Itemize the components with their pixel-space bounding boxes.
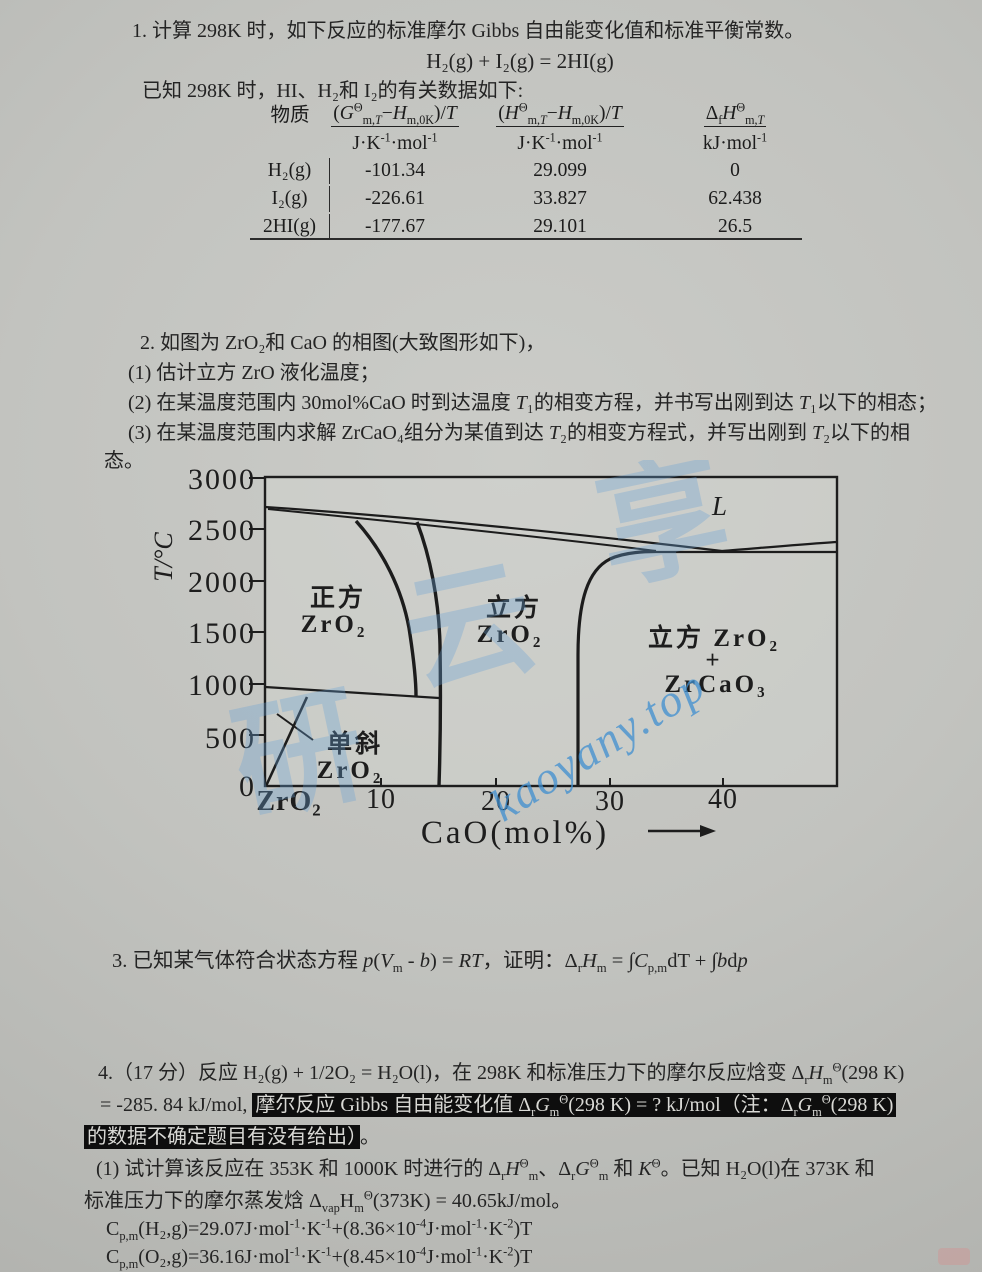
x-axis-ticks [380,778,724,786]
table-bottom-rule [250,238,802,240]
q4-prompt-line1: 4.（17 分）反应 H₂(g) + 1/2O₂ = H₂O(l)，在 298K… [98,1060,905,1087]
y-tick-1000: 1000 [188,669,256,702]
x-tick-20: 20 [481,786,511,817]
q1-reaction-equation: H₂(g) + I₂(g) = 2HI(g) [426,49,614,73]
x-tick-30: 30 [595,786,625,817]
q2-item-3: (3) 在某温度范围内求解 ZrCaO₄组分为某值到达 T₂的相变方程式，并写出… [128,422,911,444]
species-cell: H₂(g) [250,158,330,184]
q2-item-3-wrap: 态。 [104,450,144,472]
q1-prompt: 1. 计算 298K 时，如下反应的标准摩尔 Gibbs 自由能变化值和标准平衡… [132,20,805,42]
unit-col3: kJ·mol-1 [702,130,768,154]
tetragonal-boundary-left [354,519,418,697]
y-tick-500: 500 [205,722,256,755]
x-tick-10: 10 [366,784,396,815]
q4-cp-o2-equation: Cp,m(O₂,g)=36.16J·mol-1·K-1+(8.45×10-4J·… [106,1244,533,1271]
x-axis-arrow-icon [648,825,716,837]
slash-mark [276,713,314,741]
q4-cp-h2-equation: Cp,m(H₂,g)=29.07J·mol-1·K-1+(8.36×10-4J·… [106,1216,533,1243]
q3-prompt: 3. 已知某气体符合状态方程 p(Vm - b) = RT，证明：ΔrHm = … [112,950,748,976]
value-cell: 29.101 [533,216,587,237]
q4-line2-highlight: 摩尔反应 Gibbs 自由能变化值 ΔrGmΘ(298 K) = ? kJ/mo… [252,1093,897,1118]
value-cell: 26.5 [717,216,753,237]
monoclinic-slant-line [264,696,309,787]
solidus-curve [267,508,657,552]
y-tick-1500: 1500 [188,617,256,650]
y-tick-2000: 2000 [188,566,256,599]
q4-prompt-line2: = -285. 84 kJ/mol, 摩尔反应 Gibbs 自由能变化值 ΔrG… [100,1092,897,1118]
table-row: H₂(g) -101.34 29.099 0 [250,157,810,185]
y-axis-ticks [249,477,266,736]
region-twophase-line2: ZrCaO₃ [664,671,767,698]
col-header-formation-enthalpy: ΔfHΘm,T [703,100,767,127]
table-row: I₂(g) -226.61 33.827 62.438 [250,185,810,213]
q4-prompt-line3: 的数据不确定题目有没有给出）。 [84,1124,380,1150]
table-row: 2HI(g) -177.67 29.101 26.5 [250,213,810,241]
q2-prompt: 2. 如图为 ZrO₂和 CaO 的相图(大致图形如下)， [140,332,546,354]
table-units-row: J·K-1·mol-1 J·K-1·mol-1 kJ·mol-1 [250,129,810,157]
region-monoclinic-line2: ZrO₂ [317,757,384,784]
watermark-char: 研 [222,673,377,839]
table-header-row: 物质 (GΘm,T−Hm,0K)/T (HΘm,T−Hm,0K)/T ΔfHΘm… [250,98,810,129]
phase-boundaries [264,505,838,787]
region-liquid-label: L [711,491,727,521]
y-tick-0: 0 [239,770,256,803]
value-cell: 0 [730,160,740,181]
region-tetragonal-line1: 正方 [310,583,366,612]
q2-item-1: (1) 估计立方 ZrO 液化温度； [128,362,380,384]
value-cell: 29.099 [533,160,587,181]
value-cell: -101.34 [364,160,426,181]
y-tick-2500: 2500 [188,514,256,547]
q4-subitem-1: (1) 试计算该反应在 353K 和 1000K 时进行的 ΔrHΘm、ΔrGΘ… [96,1156,875,1183]
region-twophase-plus: + [705,647,722,674]
cubic-twophase-boundary [576,549,657,786]
x-tick-40: 40 [708,784,738,815]
phase-diagram: 3000 2500 2000 1500 1000 500 0 T/°C ZrO₂… [149,460,839,851]
region-cubic-line1: 立方 [486,593,542,622]
q1-data-intro: 已知 298K 时，HI、H₂和 I₂的有关数据如下: [142,80,524,102]
tetragonal-boundary-right [415,521,443,787]
monoclinic-horizontal-line [264,685,440,700]
col-header-species: 物质 [270,105,310,126]
region-tetragonal-line2: ZrO₂ [301,611,368,638]
x-axis-label: CaO(mol%) [421,815,609,851]
col-header-gibbs-function: (GΘm,T−Hm,0K)/T [331,100,459,127]
watermark-char: 享 [586,460,741,606]
q2-item-2: (2) 在某温度范围内 30mol%CaO 时到达温度 T₁的相变方程，并书写出… [128,392,937,414]
species-cell: 2HI(g) [250,214,330,240]
x-tick-zro2: ZrO₂ [256,786,321,817]
region-cubic-line2: ZrO₂ [477,621,544,648]
q4-subitem-1-wrap: 标准压力下的摩尔蒸发焓 ΔvapHmΘ(373K) = 40.65kJ/mol。 [84,1188,572,1215]
col-header-enthalpy-function: (HΘm,T−Hm,0K)/T [496,100,624,127]
value-cell: 33.827 [533,188,587,209]
value-cell: -226.61 [364,188,426,209]
q1-data-table: 物质 (GΘm,T−Hm,0K)/T (HΘm,T−Hm,0K)/T ΔfHΘm… [250,98,810,241]
region-monoclinic-line1: 单斜 [327,730,383,758]
region-twophase-line1: 立方 ZrO₂ [648,623,780,652]
y-axis-label: T/°C [149,532,178,582]
unit-col2: J·K-1·mol-1 [517,130,603,154]
y-tick-3000: 3000 [188,463,256,496]
watermark-char: 云 [392,545,547,711]
value-cell: -177.67 [364,216,426,237]
value-cell: 62.438 [708,188,762,209]
liquidus-curve [264,505,838,553]
q4-line3-period: 。 [360,1126,380,1148]
q4-line2-plain: = -285. 84 kJ/mol, [100,1094,253,1116]
species-cell: I₂(g) [250,186,330,212]
q4-line3-highlight: 的数据不确定题目有没有给出） [84,1125,360,1149]
faint-corner-watermark [938,1248,970,1265]
unit-col1: J·K-1·mol-1 [352,130,438,154]
